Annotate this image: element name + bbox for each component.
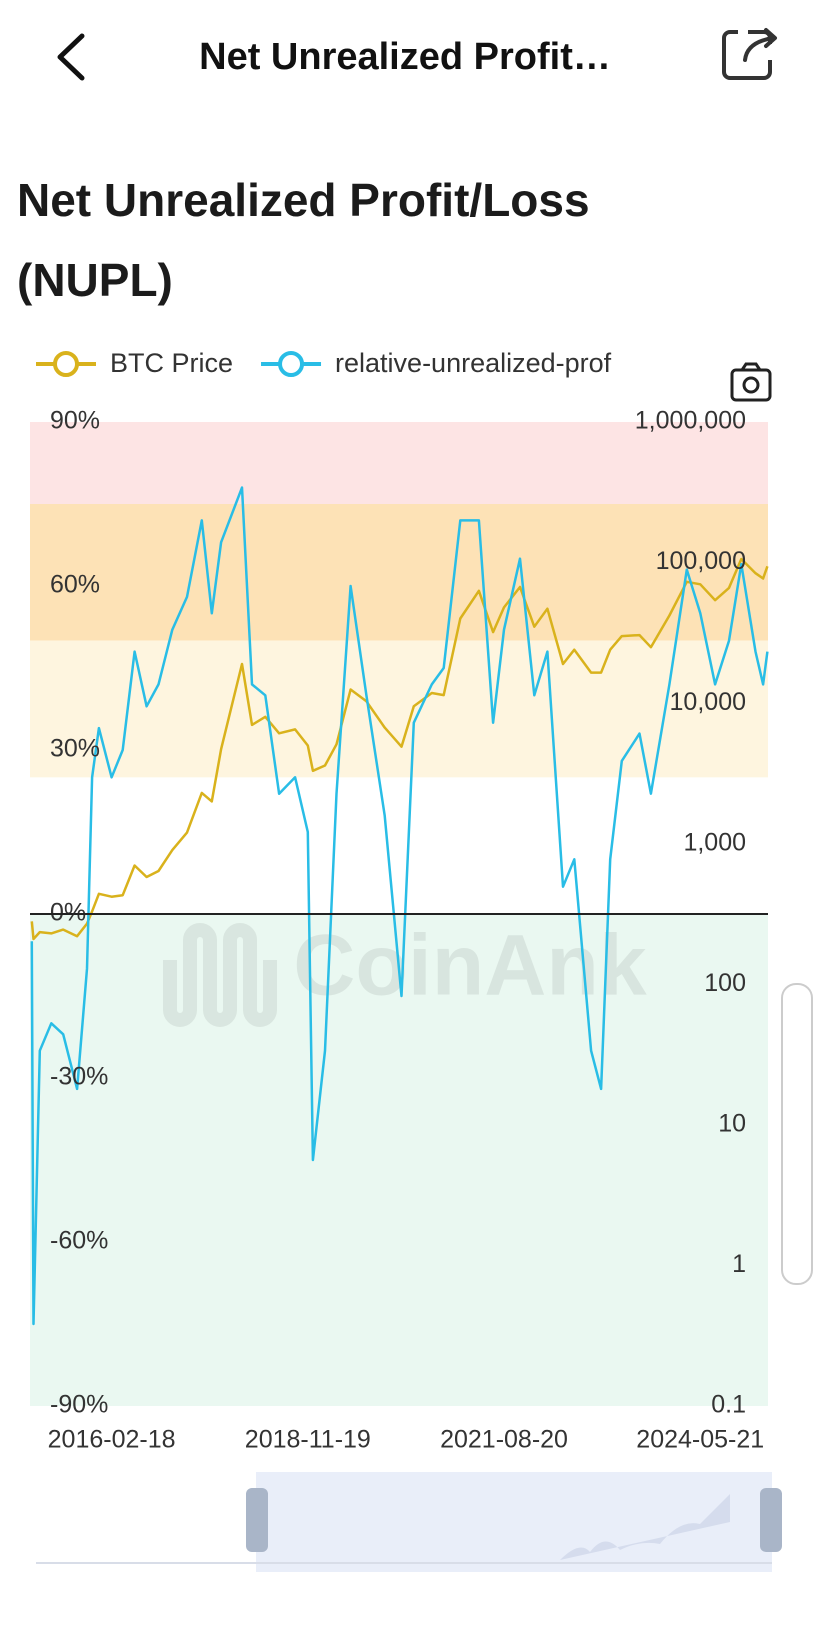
camera-lens: [742, 376, 760, 394]
y-tick-label: -60%: [50, 1227, 108, 1255]
y-tick-label: 30%: [50, 735, 100, 763]
legend-marker: [278, 351, 305, 377]
header-title: Net Unrealized Profit…: [199, 36, 611, 78]
x-tick-label: 2018-11-19: [245, 1426, 371, 1454]
camera-button[interactable]: [730, 362, 772, 402]
y-tick-label: -30%: [50, 1063, 108, 1091]
range-slider[interactable]: [36, 1472, 782, 1572]
legend-item[interactable]: relative-unrealized-prof: [261, 348, 612, 378]
share-button[interactable]: [722, 28, 777, 80]
side-tab[interactable]: [781, 983, 813, 1285]
legend-marker: [53, 351, 79, 377]
x-tick-label: 2021-08-20: [440, 1426, 568, 1454]
share-arrow: [743, 28, 777, 62]
y2-tick-label: 100: [704, 969, 746, 997]
back-button[interactable]: [57, 33, 85, 81]
watermark-icon: [163, 923, 277, 1027]
back-icon: [57, 33, 85, 81]
y-tick-label: -90%: [50, 1391, 108, 1419]
camera-top: [740, 362, 762, 371]
zone: [30, 640, 768, 778]
watermark: CoinAnk: [293, 918, 647, 1014]
slider-handle[interactable]: [246, 1488, 268, 1552]
x-tick-label: 2016-02-18: [48, 1426, 176, 1454]
y2-tick-label: 0.1: [711, 1391, 746, 1419]
y2-tick-label: 1,000,000: [635, 407, 746, 435]
slider-preview: [560, 1494, 730, 1560]
watermark-logo: [163, 923, 277, 1027]
zone: [30, 422, 768, 504]
slider-handle[interactable]: [760, 1488, 782, 1552]
legend-label: BTC Price: [110, 348, 233, 378]
camera-body: [730, 368, 772, 402]
y-tick-label: 60%: [50, 571, 100, 599]
zone: [30, 914, 768, 1406]
chart-title: Net Unrealized Profit/Loss (NUPL): [17, 174, 590, 306]
y-tick-label: 0%: [50, 899, 86, 927]
y-tick-label: 90%: [50, 407, 100, 435]
y2-tick-label: 1,000: [683, 828, 746, 856]
slider-window: [256, 1472, 772, 1572]
y2-tick-label: 10: [718, 1109, 746, 1137]
y2-tick-label: 10,000: [670, 688, 746, 716]
zone: [30, 504, 768, 641]
y2-tick-label: 100,000: [656, 547, 746, 575]
zones: [30, 422, 768, 1406]
y2-tick-label: 1: [732, 1250, 746, 1278]
legend-label: relative-unrealized-prof: [335, 348, 612, 378]
legend-item[interactable]: BTC Price: [36, 348, 233, 378]
slider-track: [36, 1562, 772, 1564]
x-tick-label: 2024-05-21: [636, 1426, 764, 1454]
series-line: [30, 486, 769, 1326]
